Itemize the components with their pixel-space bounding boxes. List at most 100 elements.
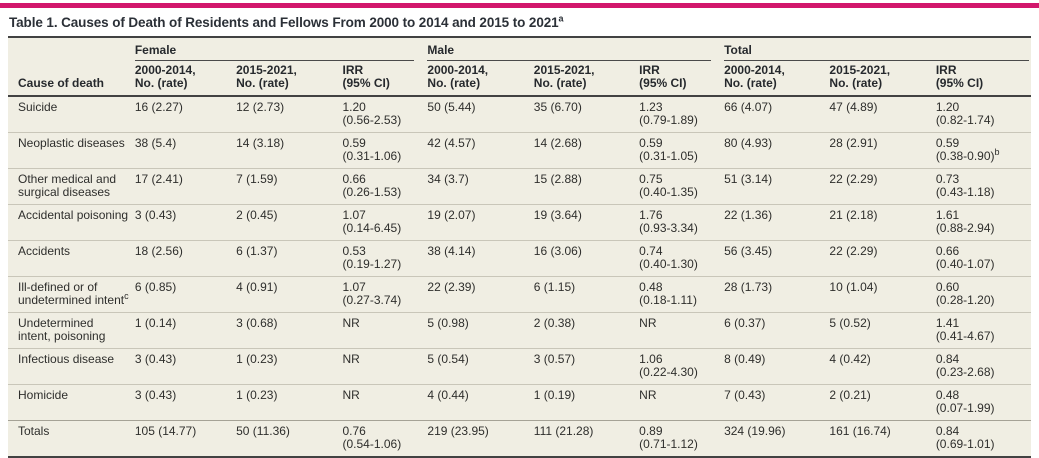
- column-header-total-irr: IRR (95% CI): [935, 61, 1031, 97]
- female-2015-2021-cell: 7 (1.59): [236, 168, 343, 205]
- group-header-total: Total: [724, 37, 1031, 61]
- group-header-row: Female Male Total: [8, 37, 1031, 61]
- total-2015-2021-cell: 22 (2.29): [829, 168, 936, 205]
- total-irr-cell: 0.59 (0.38-0.90)b: [935, 132, 1031, 169]
- cause-cell: Accidents: [8, 240, 135, 277]
- column-header-row: Cause of death 2000-2014, No. (rate) 2015…: [8, 61, 1031, 97]
- male-irr-cell: 1.23 (0.79-1.89): [639, 100, 698, 127]
- male-2000-2014-cell: 50 (5.44): [427, 100, 476, 114]
- total-2015-2021-cell: 10 (1.04): [829, 276, 936, 313]
- female-2015-2021-cell: 1 (0.23): [236, 348, 343, 385]
- total-2015-2021-cell: 2 (0.21): [829, 384, 936, 421]
- female-irr-cell: NR: [342, 384, 428, 421]
- column-header-male-irr: IRR (95% CI): [639, 61, 725, 97]
- brand-accent-bar: [0, 3, 1039, 8]
- total-2000-2014-cell: 7 (0.43): [724, 384, 830, 421]
- total-2015-2021-cell: 4 (0.42): [829, 348, 936, 385]
- female-2000-2014-cell: 16 (2.27): [134, 100, 183, 114]
- cause-cell: Neoplastic diseases: [8, 132, 135, 169]
- total-irr-cell: 1.20 (0.82-1.74): [935, 100, 995, 127]
- female-2015-2021-cell: 2 (0.45): [236, 204, 343, 241]
- male-2000-2014-cell: 4 (0.44): [427, 384, 534, 421]
- female-2000-2014-cell: 3 (0.43): [134, 348, 237, 385]
- male-2015-2021-cell: 2 (0.38): [533, 312, 640, 349]
- column-header-total-2000-2014: 2000-2014, No. (rate): [724, 61, 830, 97]
- total-2000-2014-cell: 51 (3.14): [724, 168, 830, 205]
- table-row: Homicide 3 (0.43) 1 (0.23) NR 4 (0.44) 1…: [8, 384, 1031, 421]
- male-irr-cell: 1.76 (0.93-3.34): [639, 204, 725, 241]
- footnote-marker: b: [994, 147, 1000, 157]
- table-row: Neoplastic diseases 38 (5.4) 14 (3.18) 0…: [8, 132, 1031, 169]
- female-2000-2014-cell: 3 (0.43): [134, 384, 237, 421]
- total-2015-2021-cell: 47 (4.89): [829, 100, 878, 114]
- male-2000-2014-cell: 19 (2.07): [427, 204, 534, 241]
- male-irr-cell: 0.48 (0.18-1.11): [639, 276, 725, 313]
- female-irr-cell: NR: [342, 312, 428, 349]
- total-2000-2014-cell: 28 (1.73): [724, 276, 830, 313]
- total-2000-2014-cell: 8 (0.49): [724, 348, 830, 385]
- table-row: Infectious disease 3 (0.43) 1 (0.23) NR …: [8, 348, 1031, 385]
- footnote-marker: c: [124, 291, 129, 301]
- cause-cell: Infectious disease: [8, 348, 135, 385]
- male-2015-2021-cell: 111 (21.28): [533, 420, 640, 457]
- female-2000-2014-cell: 18 (2.56): [134, 240, 237, 277]
- female-2015-2021-cell: 1 (0.23): [236, 384, 343, 421]
- column-header-female-2015-2021: 2015-2021, No. (rate): [236, 61, 343, 97]
- female-irr-cell: NR: [342, 348, 428, 385]
- female-irr-cell: 0.53 (0.19-1.27): [342, 240, 428, 277]
- male-2015-2021-cell: 1 (0.19): [533, 384, 640, 421]
- male-irr-cell: 0.75 (0.40-1.35): [639, 168, 725, 205]
- table-title: Table 1. Causes of Death of Residents an…: [9, 14, 1030, 30]
- cause-cell: Other medical and surgical diseases: [8, 168, 135, 205]
- total-2015-2021-cell: 5 (0.52): [829, 312, 936, 349]
- male-2015-2021-cell: 3 (0.57): [533, 348, 640, 385]
- total-irr-cell: 1.61 (0.88-2.94): [935, 204, 1031, 241]
- column-header-cause: Cause of death: [8, 61, 135, 97]
- total-2000-2014-cell: 80 (4.93): [724, 132, 830, 169]
- male-2000-2014-cell: 219 (23.95): [427, 420, 534, 457]
- male-2015-2021-cell: 15 (2.88): [533, 168, 640, 205]
- cause-cell: Homicide: [8, 384, 135, 421]
- male-2015-2021-cell: 14 (2.68): [533, 132, 640, 169]
- female-2015-2021-cell: 3 (0.68): [236, 312, 343, 349]
- male-2000-2014-cell: 38 (4.14): [427, 240, 534, 277]
- female-2015-2021-cell: 50 (11.36): [236, 420, 343, 457]
- male-irr-cell: NR: [639, 312, 725, 349]
- female-2015-2021-cell: 4 (0.91): [236, 276, 343, 313]
- male-2000-2014-cell: 34 (3.7): [427, 168, 534, 205]
- table-title-text: Table 1. Causes of Death of Residents an…: [9, 15, 559, 30]
- female-2000-2014-cell: 105 (14.77): [134, 420, 237, 457]
- total-2015-2021-cell: 28 (2.91): [829, 132, 936, 169]
- female-irr-cell: 1.07 (0.14-6.45): [342, 204, 428, 241]
- total-irr-cell: 0.66 (0.40-1.07): [935, 240, 1031, 277]
- female-irr-cell: 0.59 (0.31-1.06): [342, 132, 428, 169]
- male-irr-cell: NR: [639, 384, 725, 421]
- group-header-spacer: [8, 37, 135, 61]
- male-2015-2021-cell: 19 (3.64): [533, 204, 640, 241]
- cause-cell: Accidental poisoning: [8, 204, 135, 241]
- column-header-male-2000-2014: 2000-2014, No. (rate): [427, 61, 534, 97]
- female-irr-cell: 1.20 (0.56-2.53): [342, 100, 402, 127]
- male-2000-2014-cell: 5 (0.98): [427, 312, 534, 349]
- cause-cell: Suicide: [18, 100, 58, 114]
- table-row: Totals 105 (14.77) 50 (11.36) 0.76 (0.54-…: [8, 420, 1031, 457]
- cause-cell: Undetermined intent, poisoning: [8, 312, 135, 349]
- female-2015-2021-cell: 6 (1.37): [236, 240, 343, 277]
- total-2000-2014-cell: 56 (3.45): [724, 240, 830, 277]
- female-2000-2014-cell: 38 (5.4): [134, 132, 237, 169]
- table-row: Accidental poisoning 3 (0.43) 2 (0.45) 1…: [8, 204, 1031, 241]
- female-2015-2021-cell: 14 (3.18): [236, 132, 343, 169]
- total-irr-cell: 0.84 (0.23-2.68): [935, 348, 1031, 385]
- column-header-female-2000-2014: 2000-2014, No. (rate): [134, 61, 237, 97]
- total-2015-2021-cell: 161 (16.74): [829, 420, 936, 457]
- female-2000-2014-cell: 1 (0.14): [134, 312, 237, 349]
- cause-cell: Totals: [8, 420, 135, 457]
- group-header-female: Female: [134, 37, 428, 61]
- male-irr-cell: 0.89 (0.71-1.12): [639, 420, 725, 457]
- total-2000-2014-cell: 66 (4.07): [724, 100, 773, 114]
- total-2000-2014-cell: 22 (1.36): [724, 204, 830, 241]
- column-header-female-irr: IRR (95% CI): [342, 61, 428, 97]
- female-irr-cell: 0.76 (0.54-1.06): [342, 420, 428, 457]
- table-body: Suicide 16 (2.27) 12 (2.73) 1.20 (0.56-2.…: [8, 96, 1031, 457]
- column-header-total-2015-2021: 2015-2021, No. (rate): [829, 61, 936, 97]
